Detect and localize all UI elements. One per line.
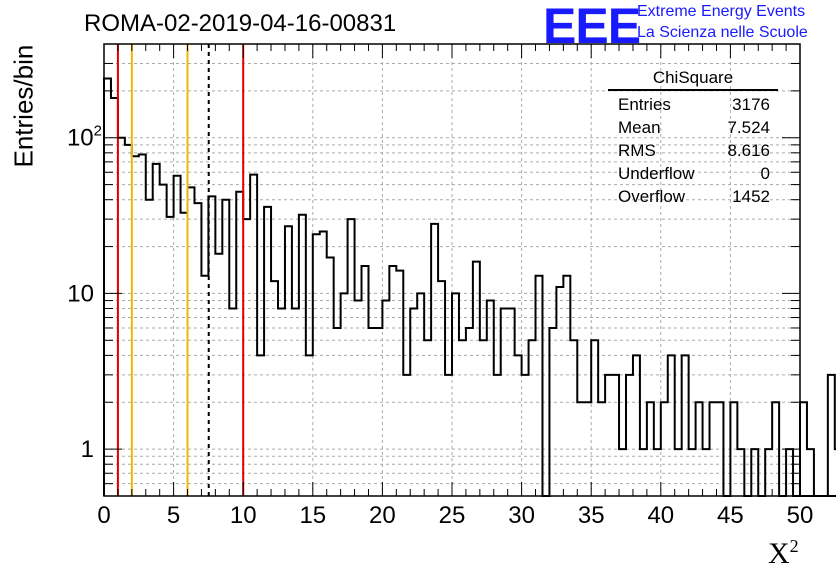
eee-logo: EEE (543, 0, 641, 54)
stats-row-overflow: Overflow 1452 (608, 185, 778, 208)
stats-row-mean: Mean 7.524 (608, 116, 778, 139)
x-tick-label: 20 (369, 502, 396, 529)
x-axis-label-sup: 2 (789, 536, 799, 556)
x-tick-label: 30 (508, 502, 535, 529)
x-tick-label: 25 (439, 502, 466, 529)
stats-label: Mean (618, 117, 661, 137)
stats-label: Entries (618, 94, 671, 114)
x-tick-label: 40 (647, 502, 674, 529)
y-tick-label-sup: 2 (94, 123, 102, 140)
y-axis-label: Entries/bin (8, 44, 39, 168)
x-tick-label: 15 (299, 502, 326, 529)
stats-row-underflow: Underflow 0 (608, 162, 778, 185)
x-tick-label: 35 (578, 502, 605, 529)
y-tick-label: 10 (67, 280, 94, 307)
x-axis-label-main: X (768, 537, 790, 570)
stats-value: 7.524 (727, 117, 770, 137)
y-tick-label: 102 (67, 123, 102, 152)
stats-value: 0 (760, 163, 770, 183)
stats-label: Underflow (618, 163, 695, 183)
logo-line-2: La Scienza nelle Scuole (637, 24, 808, 41)
x-tick-label: 45 (717, 502, 744, 529)
x-axis-label: X2 (768, 536, 799, 571)
stats-title: ChiSquare (608, 68, 778, 91)
stats-row-entries: Entries 3176 (608, 93, 778, 116)
stats-value: 1452 (732, 186, 770, 206)
page-title: ROMA-02-2019-04-16-00831 (84, 10, 397, 37)
stats-row-rms: RMS 8.616 (608, 139, 778, 162)
x-tick-label: 0 (97, 502, 110, 529)
x-tick-label: 50 (787, 502, 814, 529)
y-tick-label: 1 (81, 436, 94, 463)
stats-label: Overflow (618, 186, 686, 206)
x-tick-label: 5 (167, 502, 180, 529)
logo-line-1: Extreme Energy Events (637, 3, 806, 20)
stats-value: 8.616 (727, 140, 770, 160)
x-tick-label: 10 (230, 502, 257, 529)
stats-value: 3176 (732, 94, 770, 114)
stats-label: RMS (618, 140, 656, 160)
plot-area (104, 44, 800, 496)
stats-box: ChiSquare Entries 3176 Mean 7.524 RMS 8.616… (608, 68, 778, 208)
